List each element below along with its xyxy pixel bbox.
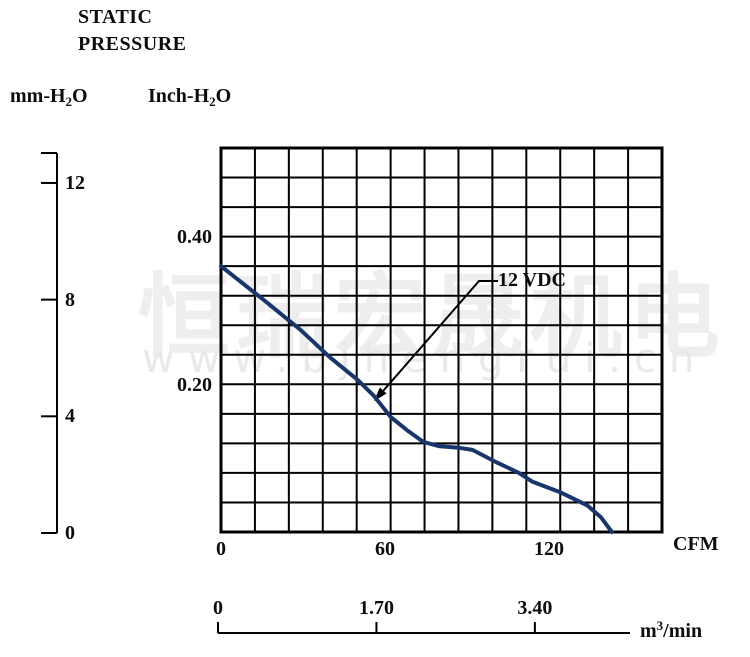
watermark-url-text: www.bjhengrui.cn — [142, 336, 708, 382]
annotation-leader-line — [376, 280, 498, 399]
imperial-pressure-unit-label: Inch-H2O — [148, 85, 231, 108]
imperial-unit-suffix: O — [215, 85, 232, 107]
m3min-unit-superscript: 3 — [656, 618, 664, 633]
m3min-axis-unit-label: m3/min — [640, 618, 703, 643]
page-title-line2: PRESSURE — [78, 33, 187, 55]
watermark-cjk-text: 恒瑞宏晟机电 — [138, 264, 727, 371]
series-label-12vdc: 12 VDC — [498, 269, 566, 291]
page-title-line1: STATIC — [78, 6, 153, 28]
pressure-curve-12vdc — [219, 264, 614, 534]
grid-lines — [220, 147, 663, 533]
imperial-unit-prefix: Inch-H — [148, 85, 210, 107]
plot-border — [219, 146, 664, 534]
page-title: STATIC PRESSURE — [78, 4, 186, 58]
metric-pressure-unit-label: mm-H2O — [10, 85, 88, 108]
imperial-unit-subscript: 2 — [209, 94, 216, 109]
cfm-axis-unit-label: CFM — [673, 533, 719, 555]
metric-unit-prefix: mm-H — [10, 85, 66, 107]
metric-unit-subscript: 2 — [65, 94, 73, 109]
m3min-unit-prefix: m — [640, 620, 657, 642]
metric-unit-suffix: O — [72, 85, 88, 107]
m3min-unit-suffix: /min — [663, 620, 703, 642]
